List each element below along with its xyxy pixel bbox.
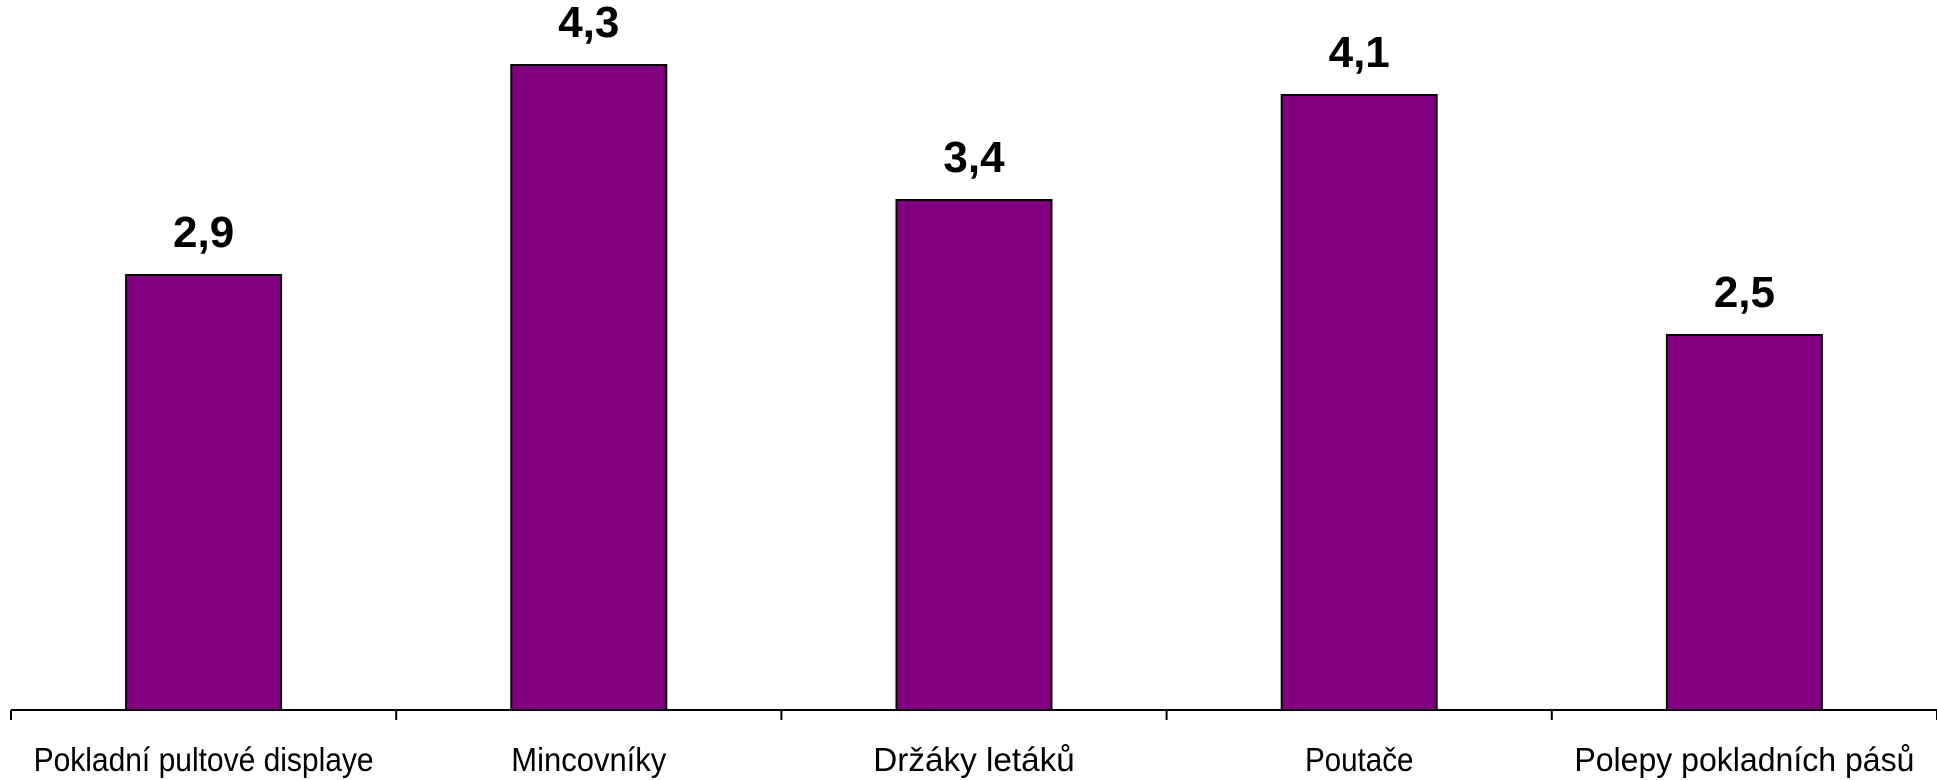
- bar: [895, 199, 1053, 711]
- category-label: Poutače: [1305, 741, 1414, 778]
- category-labels-group: Pokladní pultové displaye Mincovníky Držák…: [34, 741, 1915, 778]
- bar: [1280, 94, 1438, 711]
- bar: [510, 64, 668, 711]
- bar: [1665, 334, 1823, 711]
- category-label: Pokladní pultové displaye: [34, 741, 374, 778]
- bar-value-label: 3,4: [943, 133, 1005, 182]
- bar-value-label: 2,5: [1714, 268, 1775, 317]
- bars-group: [125, 64, 1823, 711]
- bar: [125, 274, 283, 711]
- category-label: Držáky letáků: [873, 741, 1075, 778]
- x-axis-ticks: [10, 710, 1937, 720]
- bar-value-label: 2,9: [173, 208, 234, 257]
- bar-value-label: 4,3: [558, 0, 619, 47]
- bar-value-label: 4,1: [1329, 28, 1390, 77]
- value-labels-group: 2,9 4,3 3,4 4,1 2,5: [173, 0, 1775, 317]
- category-label: Mincovníky: [511, 741, 666, 778]
- category-label: Polepy pokladních pásů: [1574, 741, 1914, 778]
